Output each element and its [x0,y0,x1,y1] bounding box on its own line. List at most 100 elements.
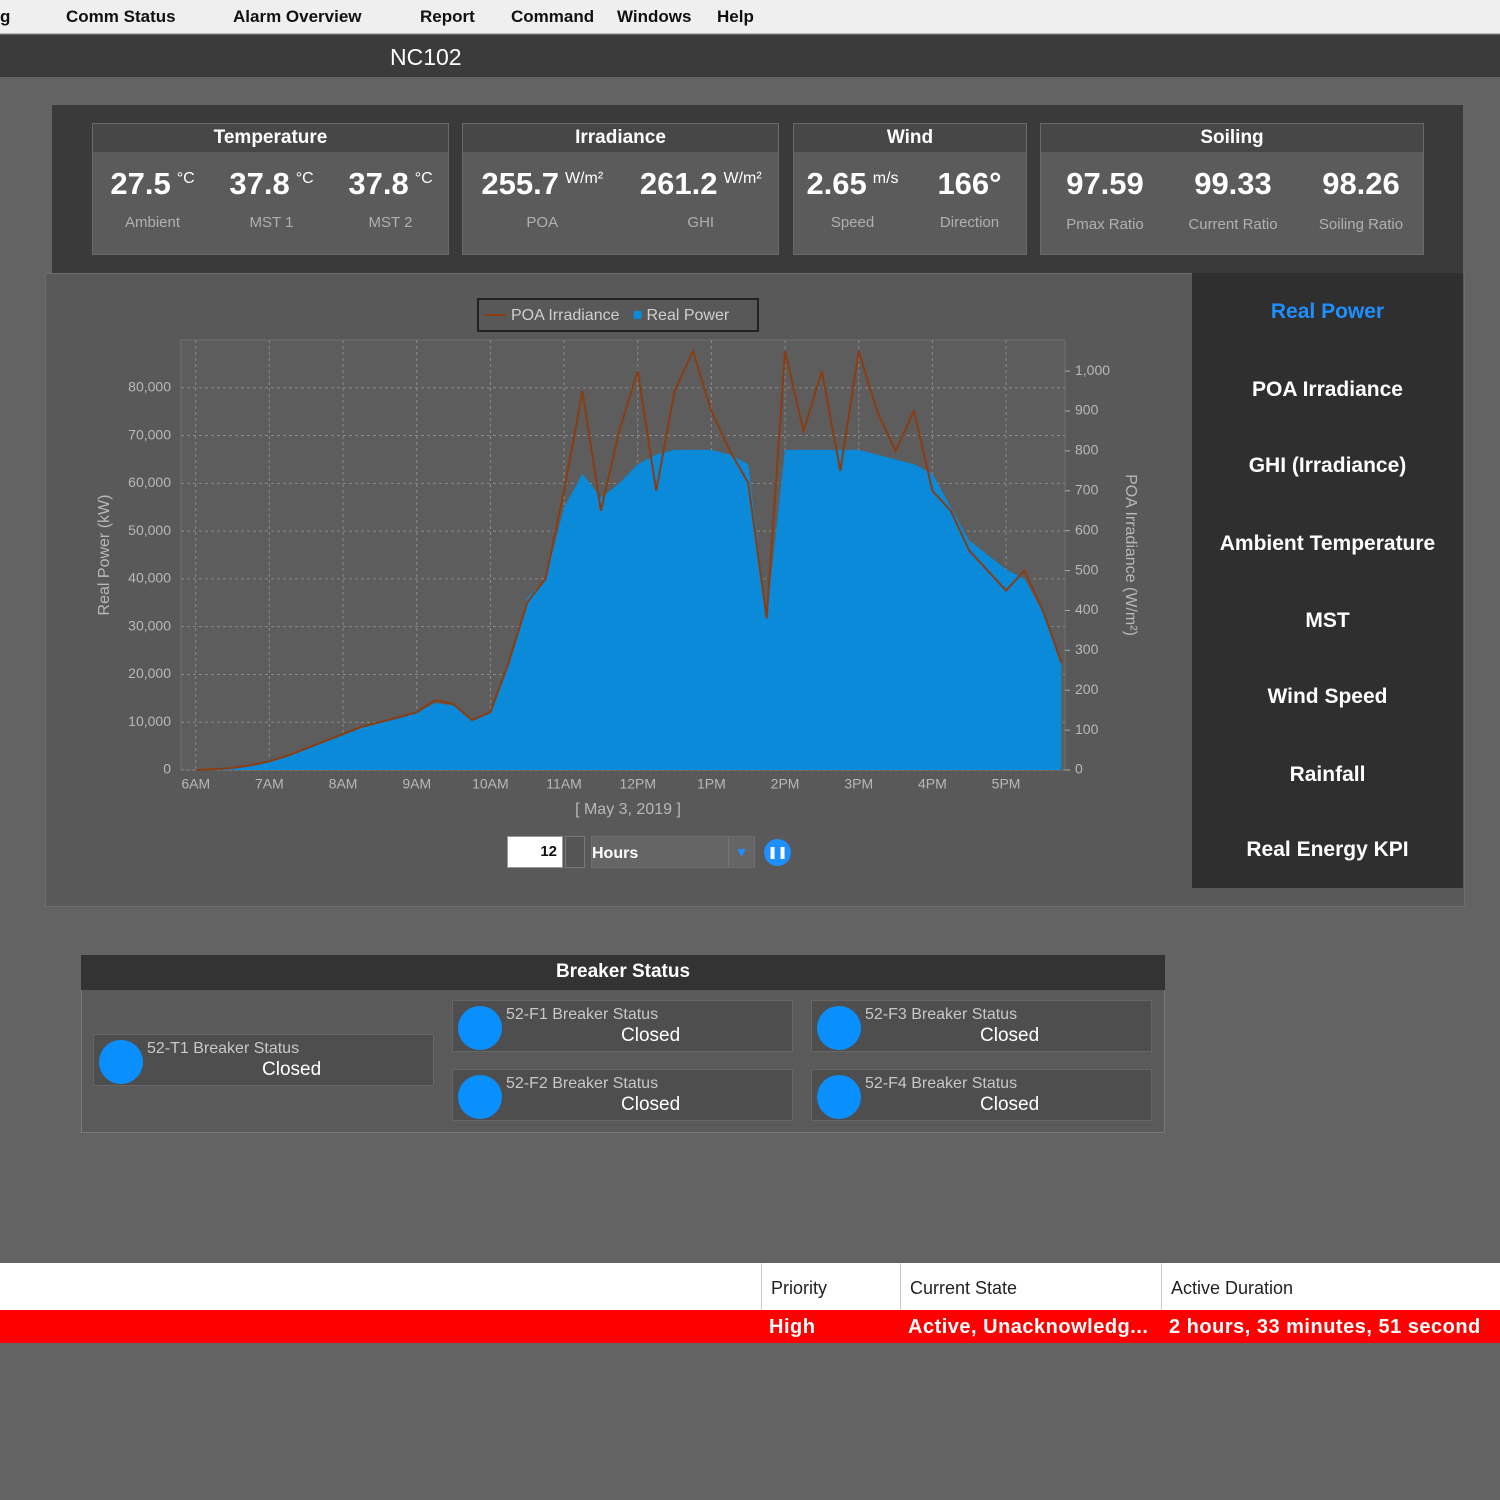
metric-unit: W/m² [723,169,762,187]
y-tick-label: 40,000 [128,570,171,586]
area-series [195,449,1062,770]
menu-item[interactable]: Command [511,7,595,26]
side-menu-item[interactable]: Rainfall [1289,763,1366,786]
breaker-item: 52-F2 Breaker Status Closed [452,1069,793,1121]
metric-number: 97.59 [1066,166,1144,201]
metric-number: 98.26 [1322,166,1400,201]
x-tick-label: 9AM [402,776,431,792]
x-tick-label: 12PM [619,776,656,792]
metric-unit: °C [176,169,195,187]
alarm-cell: 2 hours, 33 minutes, 51 second [1169,1316,1481,1338]
breaker-indicator [817,1006,861,1050]
menu-item[interactable]: Comm Status [66,7,176,26]
metric-value: 166° [911,166,1028,202]
metric-value: 255.7 W/m² [463,166,622,202]
column-header: Priority [771,1278,828,1298]
legend-swatch [633,311,642,319]
y2-tick-label: 300 [1075,641,1099,657]
metric-label: GHI [687,214,715,231]
menu-item[interactable]: g [0,7,11,26]
metric-value: 27.5 °C [93,166,212,202]
y2-axis-label: POA Irradiance (W/m²) [1122,474,1139,636]
side-menu-item[interactable]: Real Energy KPI [1246,838,1409,861]
card-title: Wind [794,124,1026,152]
menu-item[interactable]: Windows [617,7,692,26]
metric-value: 37.8 °C [212,166,331,202]
breaker-name: 52-T1 Breaker Status [147,1040,300,1057]
x-axis-label: [ May 3, 2019 ] [575,801,681,818]
breaker-item: 52-F3 Breaker Status Closed [811,1000,1152,1052]
y-tick-label: 10,000 [128,713,171,729]
pause-button[interactable]: ❚❚ [764,839,791,866]
metric-label: Pmax Ratio [1066,216,1144,233]
y2-tick-label: 200 [1075,681,1099,697]
metric-value: 261.2 W/m² [622,166,781,202]
metric-label: Speed [830,214,875,231]
metric-number: 166° [937,166,1002,201]
y2-tick-label: 100 [1075,721,1099,737]
metric-number: 99.33 [1194,166,1272,201]
breaker-name: 52-F3 Breaker Status [865,1006,1018,1023]
metric-number: 37.8 [229,166,290,201]
metric-label: MST 2 [368,214,413,231]
x-tick-label: 1PM [697,776,726,792]
period-input[interactable]: 12 [507,836,563,868]
line-series [195,348,1063,771]
alarm-row[interactable] [0,1310,1500,1343]
card-title: Irradiance [463,124,778,152]
breaker-indicator [99,1040,143,1084]
dropdown-arrow[interactable]: ▼ [728,836,754,868]
metric-label: Current Ratio [1188,216,1278,233]
metric-value: 98.26 [1297,166,1425,202]
spinner[interactable] [565,836,585,868]
metric-value: 2.65 m/s [794,166,911,202]
breaker-state: Closed [262,1059,322,1080]
metric-number: 2.65 [806,166,867,201]
side-menu-item[interactable]: Ambient Temperature [1219,532,1436,555]
metric-label: MST 1 [249,214,294,231]
card-title: Temperature [93,124,448,152]
breaker-name: 52-F4 Breaker Status [865,1075,1018,1092]
menu-item[interactable]: Help [717,7,754,26]
side-menu-item[interactable]: GHI (Irradiance) [1248,454,1407,477]
side-menu-item[interactable]: MST [1305,609,1350,632]
side-menu-item[interactable]: Wind Speed [1267,685,1388,708]
column-separator [1161,1263,1162,1310]
y2-tick-label: 500 [1075,561,1099,577]
legend-label: Real Power [647,307,730,324]
summary-card: Soiling 97.59 Pmax Ratio 99.33 Current Ratio… [1040,123,1424,255]
menu-bar [0,0,1500,34]
metric-value: 99.33 [1169,166,1297,202]
menu-item[interactable]: Report [420,7,475,26]
legend-label: POA Irradiance [511,307,620,324]
breaker-state: Closed [980,1025,1040,1046]
x-tick-label: 3PM [844,776,873,792]
chart: 6AM 7AM 8AM 9AM 10AM 11AM 12PM 1PM 2PM 3PM 4PM 5PM 0… [96,298,1139,818]
y-tick-label: 60,000 [128,474,171,490]
breaker-name: 52-F2 Breaker Status [506,1075,659,1092]
breaker-name: 52-F1 Breaker Status [506,1006,659,1023]
side-menu-item[interactable]: Real Power [1270,300,1385,323]
x-tick-label: 11AM [546,776,582,792]
unit-dropdown[interactable]: Hours [591,836,755,868]
summary-card: Irradiance 255.7 W/m² POA 261.2 W/m² GHI [462,123,779,255]
breaker-indicator [458,1075,502,1119]
y2-tick-label: 0 [1075,761,1083,777]
metric-value: 37.8 °C [331,166,450,202]
x-tick-label: 7AM [255,776,284,792]
menu-item[interactable]: Alarm Overview [233,7,362,26]
metric-label: POA [526,214,559,231]
breaker-item: 52-T1 Breaker Status Closed [93,1034,434,1086]
metric-number: 261.2 [639,166,718,201]
station-title: NC102 [390,44,462,70]
x-tick-label: 2PM [771,776,800,792]
x-tick-label: 5PM [992,776,1021,792]
side-menu [1192,273,1463,888]
alarm-cell: High [769,1316,816,1338]
column-separator [900,1263,901,1310]
side-menu-item[interactable]: POA Irradiance [1252,378,1403,401]
metric-unit: °C [414,169,433,187]
x-tick-label: 6AM [181,776,210,792]
metric-number: 37.8 [348,166,409,201]
